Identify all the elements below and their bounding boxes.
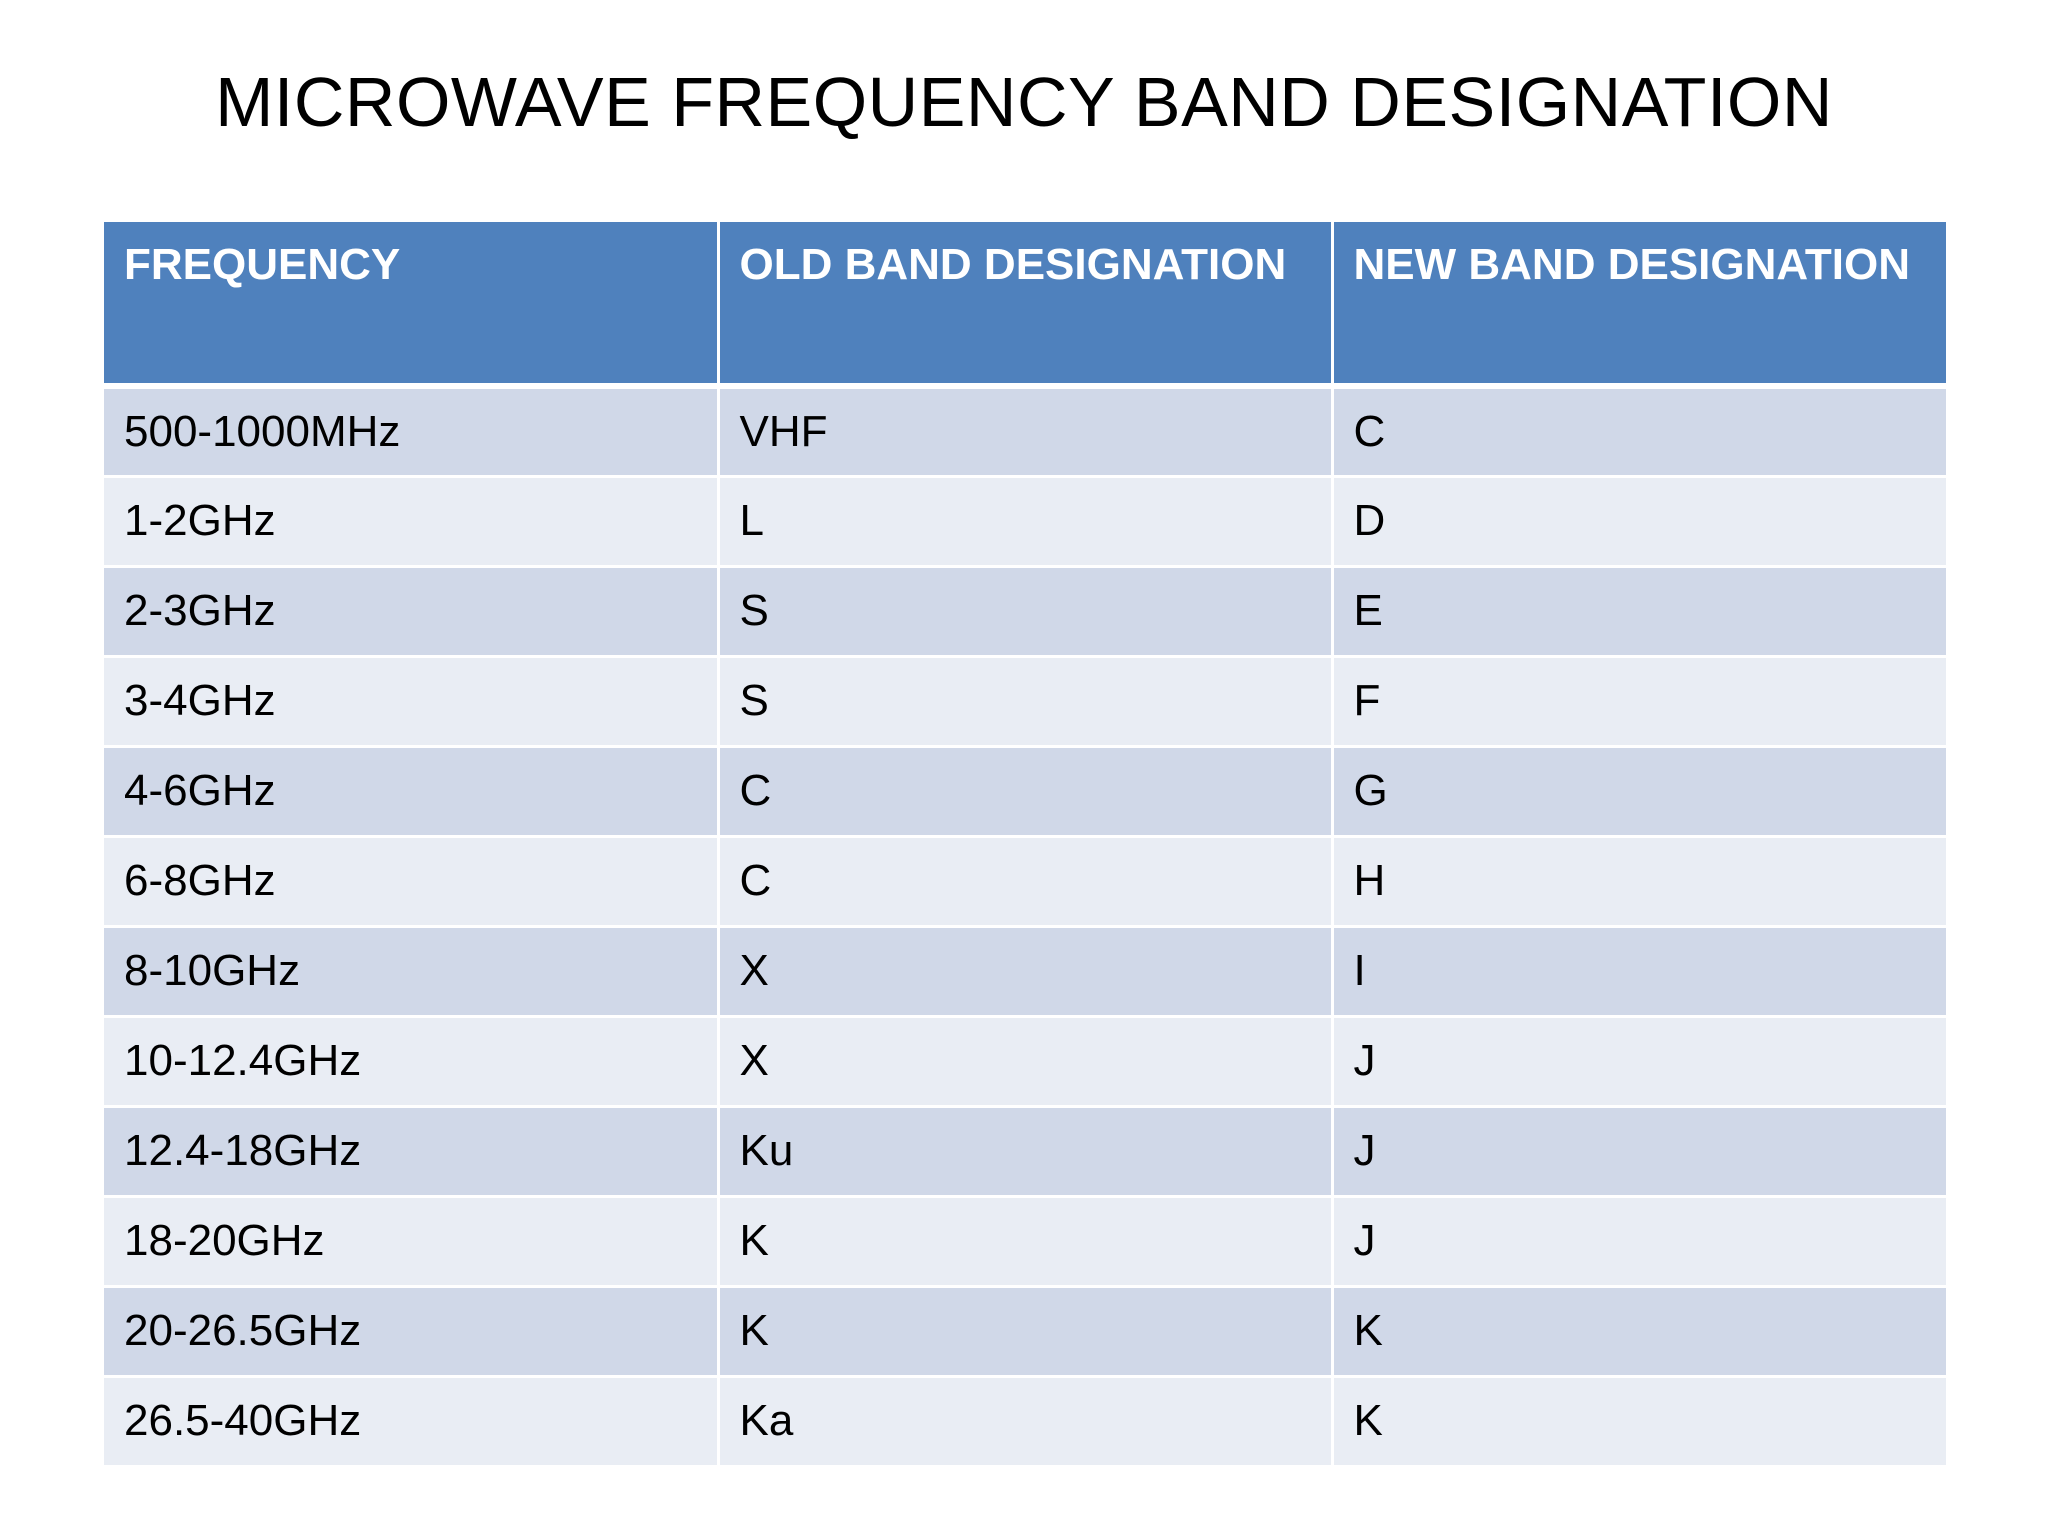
table-row: 3-4GHz S F — [104, 656, 1946, 748]
frequency-cell: 1-2GHz — [104, 476, 720, 568]
new-band-cell: E — [1332, 566, 1946, 658]
old-band-cell: Ku — [718, 1106, 1334, 1198]
new-band-cell: G — [1332, 746, 1946, 838]
header-row: FREQUENCY OLD BAND DESIGNATION NEW BAND … — [104, 222, 1946, 389]
slide-title: MICROWAVE FREQUENCY BAND DESIGNATION — [215, 63, 1833, 141]
table-body: 500-1000MHz VHF C 1-2GHz L D 2-3GHz S E 3-4GHz S F 4… — [104, 386, 1946, 1468]
frequency-cell: 2-3GHz — [104, 566, 720, 658]
header-frequency: FREQUENCY — [104, 222, 720, 389]
new-band-cell: K — [1332, 1286, 1946, 1378]
frequency-cell: 8-10GHz — [104, 926, 720, 1018]
old-band-cell: C — [718, 746, 1334, 838]
new-band-cell: J — [1332, 1016, 1946, 1108]
old-band-cell: S — [718, 656, 1334, 748]
new-band-cell: J — [1332, 1106, 1946, 1198]
frequency-cell: 20-26.5GHz — [104, 1286, 720, 1378]
frequency-cell: 3-4GHz — [104, 656, 720, 748]
new-band-cell: K — [1332, 1376, 1946, 1468]
frequency-cell: 6-8GHz — [104, 836, 720, 928]
old-band-cell: S — [718, 566, 1334, 658]
table-row: 8-10GHz X I — [104, 926, 1946, 1018]
table-row: 10-12.4GHz X J — [104, 1016, 1946, 1108]
old-band-cell: X — [718, 1016, 1334, 1108]
new-band-cell: C — [1332, 386, 1946, 478]
table-row: 6-8GHz C H — [104, 836, 1946, 928]
header-old-band-designation: OLD BAND DESIGNATION — [718, 222, 1334, 389]
table-row: 20-26.5GHz K K — [104, 1286, 1946, 1378]
table-row: 500-1000MHz VHF C — [104, 386, 1946, 478]
frequency-cell: 26.5-40GHz — [104, 1376, 720, 1468]
table-row: 4-6GHz C G — [104, 746, 1946, 838]
old-band-cell: C — [718, 836, 1334, 928]
old-band-cell: K — [718, 1196, 1334, 1288]
old-band-cell: L — [718, 476, 1334, 568]
old-band-cell: K — [718, 1286, 1334, 1378]
table-row: 26.5-40GHz Ka K — [104, 1376, 1946, 1468]
frequency-cell: 18-20GHz — [104, 1196, 720, 1288]
table-row: 18-20GHz K J — [104, 1196, 1946, 1288]
old-band-cell: X — [718, 926, 1334, 1018]
new-band-cell: D — [1332, 476, 1946, 568]
table-row: 1-2GHz L D — [104, 476, 1946, 568]
table-header: FREQUENCY OLD BAND DESIGNATION NEW BAND … — [104, 222, 1946, 389]
table-row: 2-3GHz S E — [104, 566, 1946, 658]
new-band-cell: I — [1332, 926, 1946, 1018]
header-new-band-designation: NEW BAND DESIGNATION — [1332, 222, 1946, 389]
table-row: 12.4-18GHz Ku J — [104, 1106, 1946, 1198]
frequency-cell: 500-1000MHz — [104, 386, 720, 478]
frequency-cell: 10-12.4GHz — [104, 1016, 720, 1108]
band-designation-table: FREQUENCY OLD BAND DESIGNATION NEW BAND … — [104, 222, 1946, 1468]
new-band-cell: F — [1332, 656, 1946, 748]
frequency-cell: 4-6GHz — [104, 746, 720, 838]
new-band-cell: J — [1332, 1196, 1946, 1288]
old-band-cell: VHF — [718, 386, 1334, 478]
frequency-cell: 12.4-18GHz — [104, 1106, 720, 1198]
new-band-cell: H — [1332, 836, 1946, 928]
old-band-cell: Ka — [718, 1376, 1334, 1468]
